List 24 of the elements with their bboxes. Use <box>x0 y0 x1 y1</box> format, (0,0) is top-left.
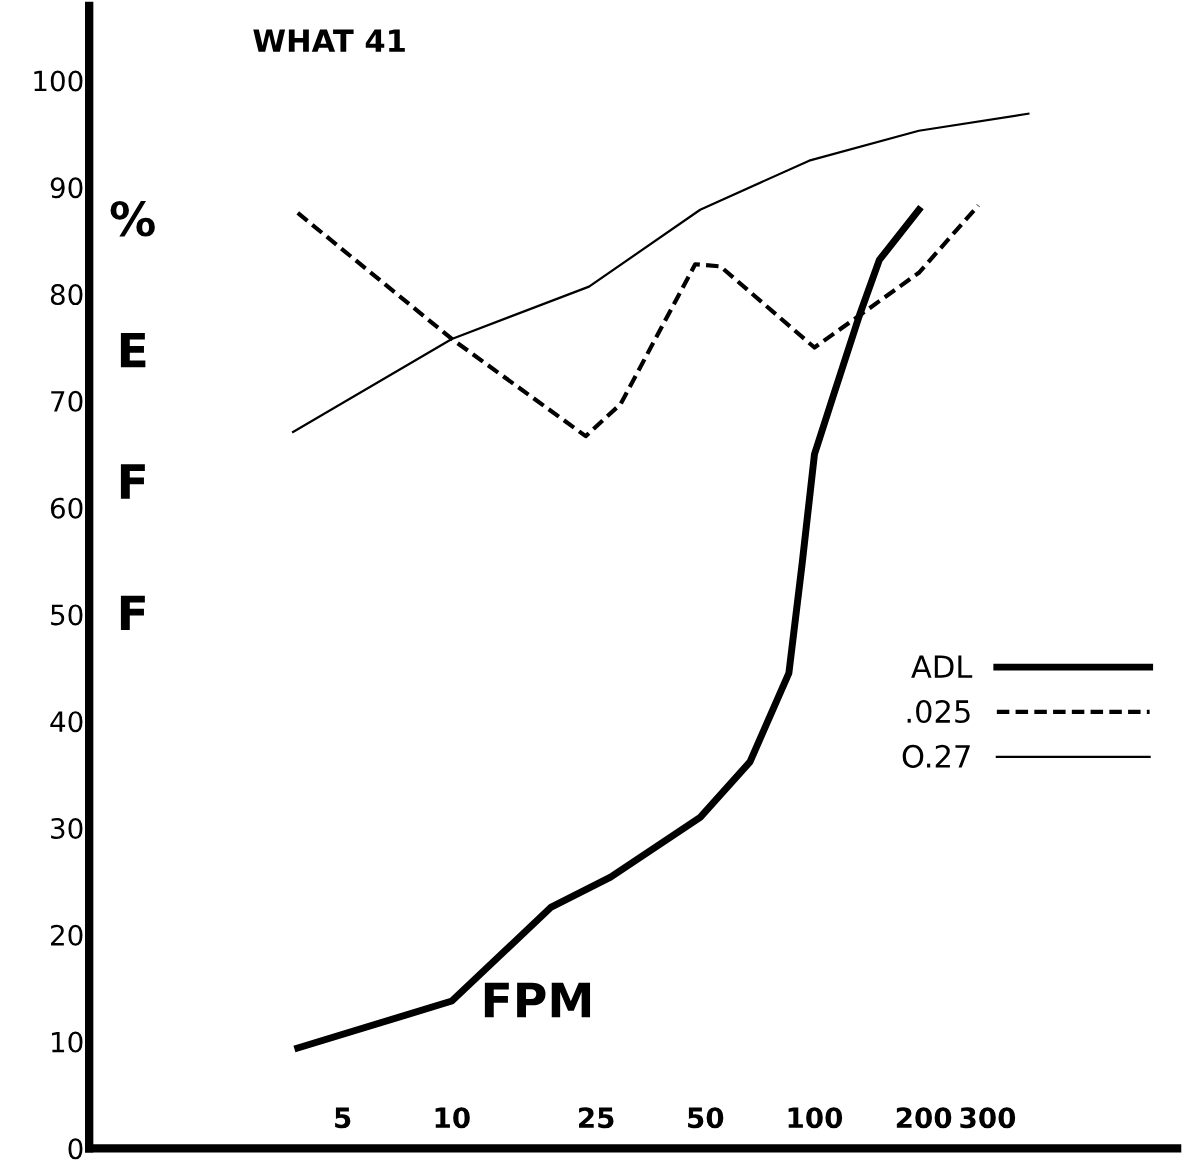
y-tick-label: 30 <box>51 817 83 839</box>
y-tick-label: 50 <box>51 604 83 626</box>
legend-label: .025 <box>907 699 970 724</box>
x-tick-label: 10 <box>435 1107 470 1129</box>
text: WHAT 41 <box>253 29 405 52</box>
y-tick-label: 0 <box>68 1138 83 1160</box>
y-tick-label: 80 <box>50 284 83 306</box>
legend-label: O.27 <box>902 744 970 768</box>
y-tick-label: 90 <box>50 177 83 199</box>
x-tick-label: 200 <box>896 1107 952 1129</box>
y-tick-label: 10 <box>52 1031 83 1053</box>
text: %EFF <box>110 200 155 631</box>
x-tick-label: 100 <box>788 1107 843 1129</box>
y-tick-label: 40 <box>50 711 83 733</box>
y-tick-label: 70 <box>51 390 83 412</box>
x-tick-label: 25 <box>579 1107 614 1129</box>
y-tick-label: 20 <box>51 924 83 946</box>
x-tick-label: 5 <box>335 1107 351 1129</box>
x-axis-title: FPM <box>484 982 591 1018</box>
x-tick-label: 300 <box>960 1107 1016 1129</box>
y-tick-label: 60 <box>50 497 83 519</box>
legend-label: ADL <box>911 655 973 678</box>
x-tick-label: 50 <box>688 1107 724 1129</box>
y-tick-label: 100 <box>34 70 83 92</box>
